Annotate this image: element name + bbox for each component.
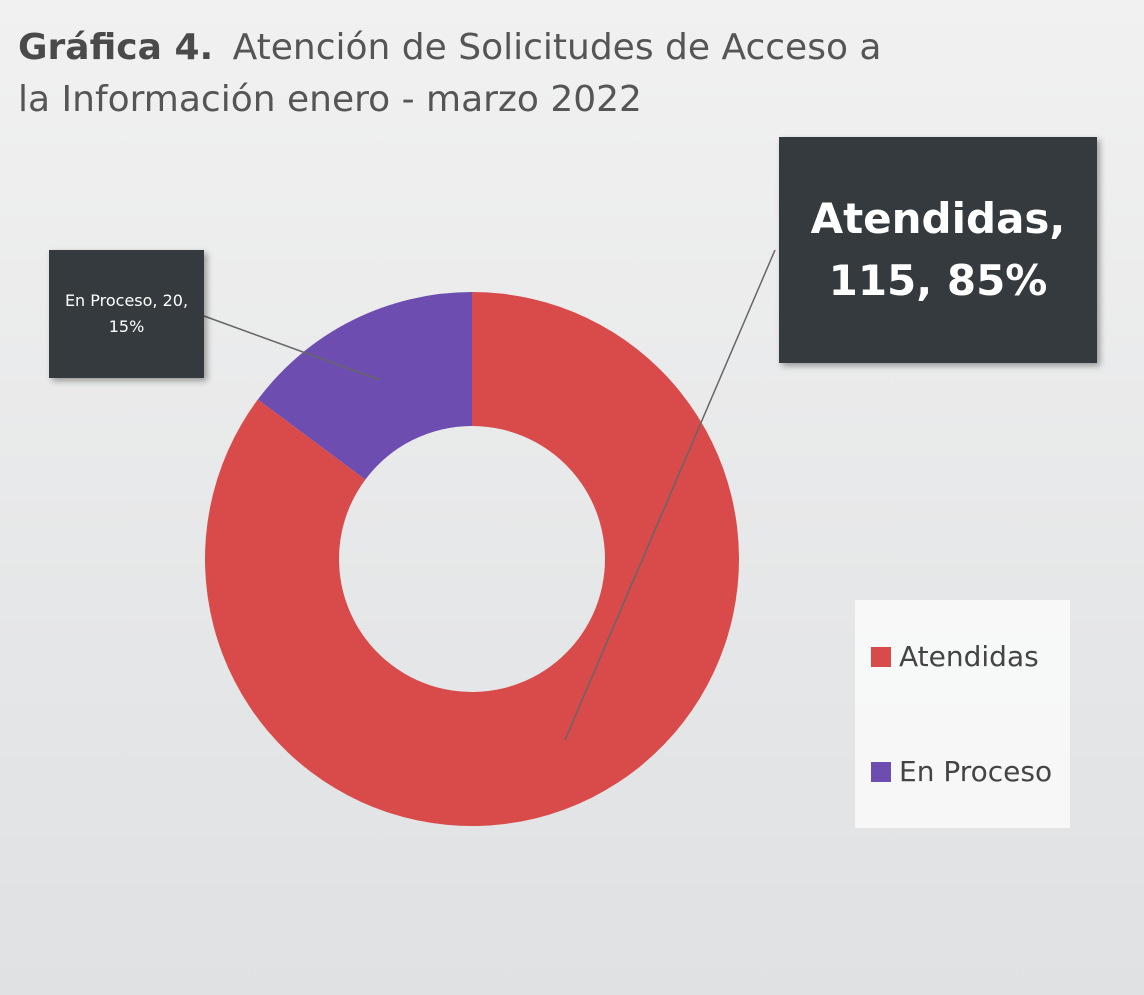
donut-segment — [257, 292, 472, 480]
legend-label: En Proceso — [899, 755, 1053, 788]
chart-title: Gráfica 4. Atención de Solicitudes de Ac… — [18, 22, 898, 126]
legend-swatch — [871, 761, 891, 782]
data-label: Atendidas, 115, 85% — [779, 137, 1097, 363]
data-label: En Proceso, 20, 15% — [49, 250, 204, 378]
legend-label: Atendidas — [899, 640, 1039, 673]
legend-item: En Proceso — [871, 755, 1052, 788]
leader-line — [564, 249, 776, 741]
title-text: Atención de Solicitudes de Acceso a la I… — [18, 27, 882, 120]
legend-swatch — [871, 646, 891, 667]
donut-segment — [204, 292, 739, 826]
title-label: Gráfica 4. — [18, 27, 214, 68]
leader-line — [203, 315, 381, 381]
legend: Atendidas En Proceso — [855, 600, 1070, 828]
legend-item: Atendidas — [871, 640, 1039, 673]
